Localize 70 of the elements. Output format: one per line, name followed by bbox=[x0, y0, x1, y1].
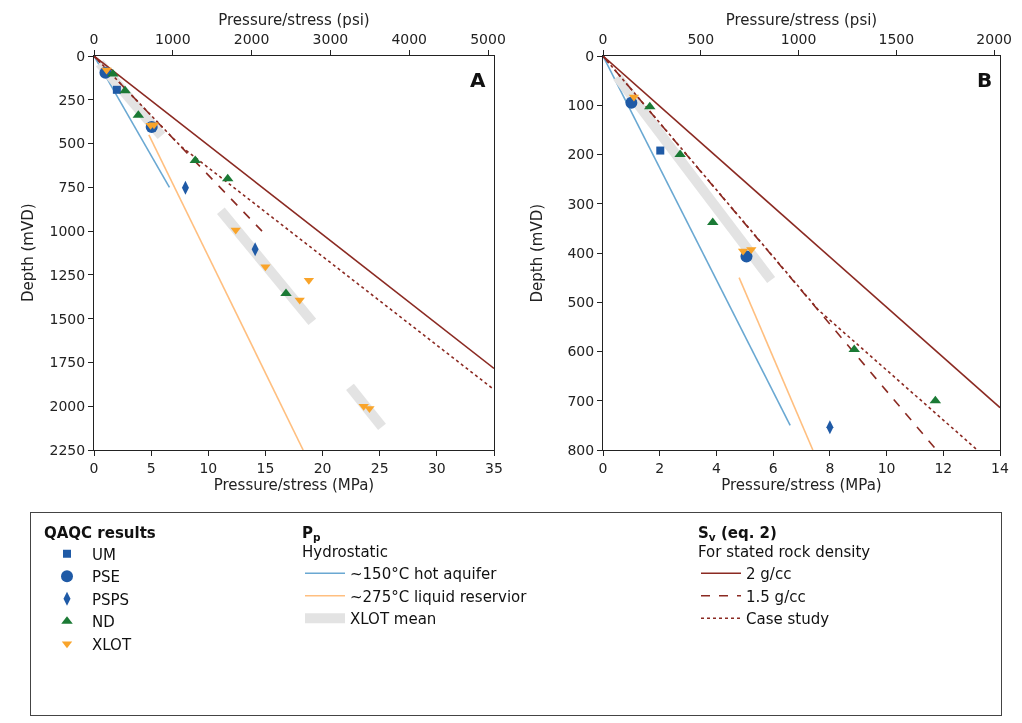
y-axis-title: Depth (mVD) bbox=[19, 203, 37, 302]
legend-label: ND bbox=[92, 613, 115, 632]
x-tick-label: 8 bbox=[825, 459, 835, 476]
legend-label: ~150°C hot aquifer bbox=[350, 565, 498, 584]
legend-label: Case study bbox=[746, 610, 830, 629]
y-tick-label: 500 bbox=[58, 135, 86, 152]
text: QAQC results bbox=[44, 523, 156, 542]
y-tick-label: 800 bbox=[567, 441, 595, 458]
x-tick-label: 12 bbox=[934, 459, 953, 476]
text: Hydrostatic bbox=[302, 543, 388, 561]
x-tick-label: 25 bbox=[370, 459, 389, 476]
y-tick-label: 400 bbox=[567, 244, 595, 261]
text: P$_{p}$ bbox=[302, 523, 321, 543]
y-tick-label: 2250 bbox=[49, 441, 86, 458]
x2-tick-label: 1000 bbox=[780, 31, 817, 48]
x-tick-label: 2 bbox=[655, 459, 665, 476]
y-tick-label: 250 bbox=[58, 91, 86, 108]
y-tick-label: 600 bbox=[567, 343, 595, 360]
x2-tick-label: 0 bbox=[89, 31, 99, 48]
x-tick-label: 4 bbox=[711, 459, 721, 476]
y-tick-label: 0 bbox=[76, 47, 86, 64]
legend-label: PSPS bbox=[92, 590, 130, 609]
x-tick-label: 0 bbox=[598, 459, 608, 476]
x2-tick-label: 1500 bbox=[878, 31, 915, 48]
legend-label: ~275°C liquid reservior bbox=[350, 587, 528, 606]
x-tick-label: 14 bbox=[991, 459, 1009, 476]
x2-axis-title: Pressure/stress (psi) bbox=[725, 10, 878, 29]
x-tick-label: 10 bbox=[877, 459, 896, 476]
x-tick-label: 20 bbox=[313, 459, 332, 476]
x-axis-title: Pressure/stress (MPa) bbox=[721, 475, 882, 494]
x-tick-label: 15 bbox=[256, 459, 275, 476]
y-tick-label: 200 bbox=[567, 146, 595, 163]
y-tick-label: 300 bbox=[567, 195, 595, 212]
y-tick-label: 1250 bbox=[49, 266, 86, 283]
x2-tick-label: 2000 bbox=[976, 31, 1012, 48]
y-tick-label: 700 bbox=[567, 392, 595, 409]
legend-label: UM bbox=[92, 545, 116, 564]
y-tick-label: 100 bbox=[567, 97, 595, 114]
x2-axis-title: Pressure/stress (psi) bbox=[218, 10, 370, 29]
x-axis-title: Pressure/stress (MPa) bbox=[213, 475, 375, 494]
x2-tick-label: 5000 bbox=[470, 31, 506, 48]
x-tick-label: 30 bbox=[427, 459, 446, 476]
x2-tick-label: 500 bbox=[687, 31, 715, 48]
legend-label: 1.5 g/cc bbox=[746, 587, 806, 606]
legend-label: PSE bbox=[92, 568, 121, 587]
y-tick-label: 1500 bbox=[49, 310, 86, 327]
y-axis-title: Depth (mVD) bbox=[528, 203, 547, 303]
x2-tick-label: 4000 bbox=[391, 31, 428, 48]
x-tick-label: 10 bbox=[199, 459, 218, 476]
y-tick-label: 750 bbox=[58, 179, 86, 196]
x2-tick-label: 2000 bbox=[233, 31, 270, 48]
legend-label: XLOT bbox=[92, 635, 132, 654]
x-tick-label: 6 bbox=[768, 459, 778, 476]
text: S$_{v}$ (eq. 2) bbox=[698, 523, 777, 543]
x2-tick-label: 1000 bbox=[154, 31, 191, 48]
legend-label: XLOT mean bbox=[350, 610, 437, 629]
x2-tick-label: 3000 bbox=[312, 31, 349, 48]
y-tick-label: 500 bbox=[567, 294, 595, 311]
x-tick-label: 0 bbox=[89, 459, 99, 476]
x-tick-label: 5 bbox=[146, 459, 156, 476]
y-tick-label: 0 bbox=[585, 47, 595, 64]
y-tick-label: 2000 bbox=[49, 398, 86, 415]
annotation: B bbox=[977, 68, 993, 92]
x-tick-label: 35 bbox=[485, 459, 503, 476]
annotation: A bbox=[470, 68, 486, 92]
y-tick-label: 1750 bbox=[49, 354, 86, 371]
text: For stated rock density bbox=[698, 543, 871, 561]
y-tick-label: 1000 bbox=[49, 223, 86, 240]
x2-tick-label: 0 bbox=[598, 31, 608, 48]
legend-label: 2 g/cc bbox=[746, 565, 792, 584]
